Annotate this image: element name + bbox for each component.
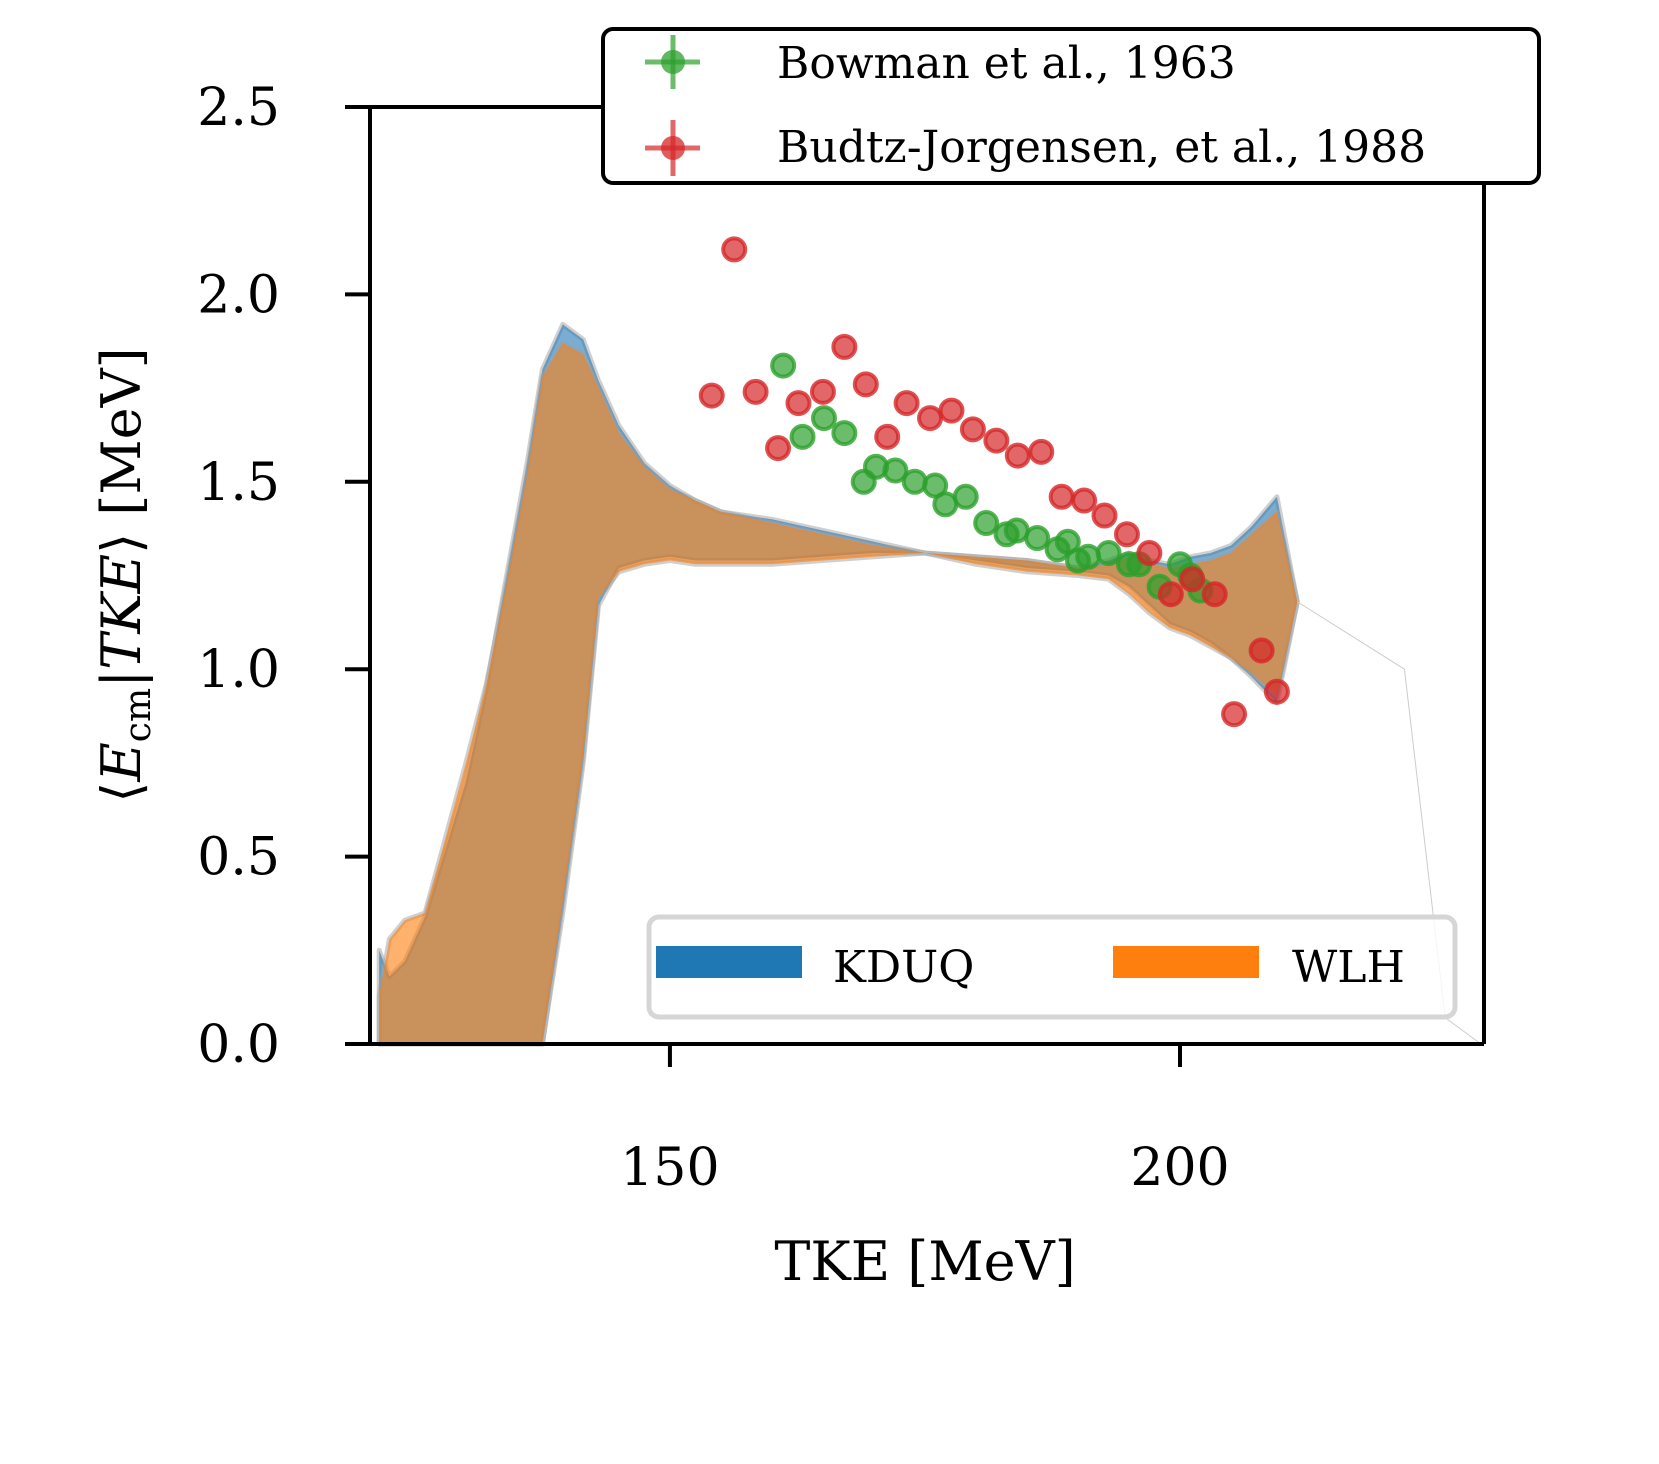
legend-top: Bowman et al., 1963 Budtz-Jorgensen, et …: [601, 27, 1541, 185]
point-budtz: [698, 382, 725, 409]
point-bowman: [1024, 525, 1051, 552]
point-budtz: [938, 397, 965, 424]
y-label-open: ⟨: [90, 782, 153, 803]
y-label-main: E: [90, 742, 153, 782]
point-budtz: [785, 390, 812, 417]
legend-swatch-kduq: [656, 946, 802, 978]
point-bowman: [952, 483, 979, 510]
point-budtz: [765, 435, 792, 462]
legend-bottom: KDUQ WLH: [646, 914, 1458, 1020]
y-tick-label: 0.0: [197, 1015, 280, 1075]
point-budtz: [983, 427, 1010, 454]
y-tick-label: 1.5: [197, 453, 280, 513]
point-budtz: [1048, 483, 1075, 510]
x-axis-label: TKE [MeV]: [774, 1230, 1075, 1293]
point-budtz: [1248, 637, 1275, 664]
point-budtz: [1004, 442, 1031, 469]
legend-label-wlh: WLH: [1292, 942, 1405, 993]
point-bowman: [973, 510, 1000, 537]
point-budtz: [1157, 581, 1184, 608]
y-tick-label: 1.0: [197, 640, 280, 700]
point-bowman: [810, 405, 837, 432]
point-budtz: [1071, 487, 1098, 514]
y-tick-label: 2.0: [197, 265, 280, 325]
point-budtz: [831, 333, 858, 360]
point-budtz: [742, 378, 769, 405]
x-tick-label: 200: [1130, 1138, 1229, 1198]
bands-layer: [376, 321, 1482, 1047]
point-budtz: [893, 390, 920, 417]
y-axis-label: ⟨Ecm|TKE⟩ [MeV]: [90, 347, 159, 802]
point-budtz: [721, 236, 748, 263]
point-budtz: [809, 378, 836, 405]
point-bowman: [831, 420, 858, 447]
point-budtz: [917, 405, 944, 432]
ticks-layer: 0.0 0.5 1.0 1.5 2.0 2.5 150 200: [197, 78, 1229, 1198]
legend-bottom-box: [646, 914, 1458, 1020]
point-budtz: [852, 371, 879, 398]
band-wlh: [379, 343, 1298, 1045]
legend-top-box: [601, 27, 1541, 185]
y-tick-label: 2.5: [197, 78, 280, 138]
y-tick-label: 0.5: [197, 828, 280, 888]
point-bowman: [770, 352, 797, 379]
point-bowman: [1075, 543, 1102, 570]
points-layer: [698, 236, 1290, 728]
point-budtz: [1113, 521, 1140, 548]
point-budtz: [1263, 678, 1290, 705]
point-budtz: [1091, 502, 1118, 529]
legend-label-kduq: KDUQ: [833, 942, 974, 993]
legend-marker-bowman: [645, 35, 700, 89]
point-bowman: [882, 457, 909, 484]
point-budtz: [1136, 540, 1163, 567]
y-label-mid: |TKE: [90, 554, 153, 688]
point-budtz: [874, 423, 901, 450]
legend-marker-budtz: [645, 120, 700, 176]
point-budtz: [1221, 701, 1248, 728]
x-tick-label: 150: [620, 1138, 719, 1198]
legend-label-bowman: Bowman et al., 1963: [777, 38, 1236, 89]
y-label-close: ⟩ [MeV]: [90, 347, 153, 554]
point-bowman: [789, 423, 816, 450]
band-tail-line: [1297, 601, 1482, 1045]
point-budtz: [1179, 566, 1206, 593]
point-bowman: [1095, 540, 1122, 567]
y-label-sub: cm: [118, 688, 159, 742]
point-budtz: [1028, 438, 1055, 465]
point-budtz: [1201, 581, 1228, 608]
point-budtz: [959, 416, 986, 443]
legend-label-budtz: Budtz-Jorgensen, et al., 1988: [777, 122, 1426, 173]
legend-swatch-wlh: [1113, 946, 1259, 978]
point-bowman: [901, 468, 928, 495]
